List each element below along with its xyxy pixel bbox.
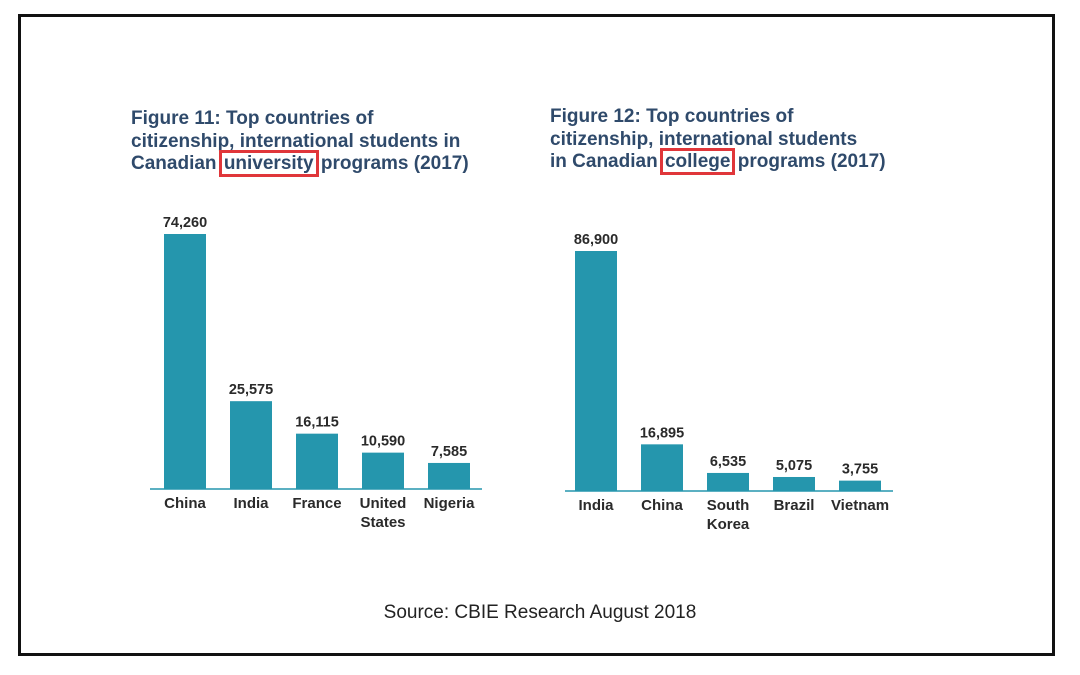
bar (296, 433, 338, 489)
category-label: United (360, 495, 407, 512)
data-label: 16,895 (640, 425, 684, 441)
chart-1-title-line-2: citizenship, international students in (131, 130, 461, 152)
category-label: Vietnam (831, 497, 889, 514)
data-label: 16,115 (295, 415, 339, 431)
bar (575, 251, 617, 491)
data-label: 7,585 (431, 444, 467, 460)
bar (707, 472, 749, 491)
data-label: 5,075 (776, 458, 812, 474)
category-label: China (641, 497, 683, 514)
chart-1-title-line-3: Canadian university programs (2017) (131, 150, 469, 177)
chart-1-plot: 74,260 China 25,575 India 16,115 France 10,590… (150, 215, 482, 531)
bar (641, 444, 683, 491)
bar (839, 480, 881, 491)
chart-1-title-suffix: programs (2017) (315, 153, 469, 174)
bar (362, 452, 404, 489)
category-label: South (707, 497, 750, 514)
category-label: India (578, 497, 614, 514)
chart-2-title: Figure 12: Top countries of citizenship,… (550, 106, 886, 175)
category-label: States (360, 514, 405, 531)
data-label: 25,575 (229, 382, 273, 398)
category-label: India (233, 495, 269, 512)
data-label: 6,535 (710, 454, 746, 470)
category-label: China (164, 495, 206, 512)
chart-1-highlight-box: university (218, 150, 319, 177)
category-label: Nigeria (424, 495, 476, 512)
data-label: 86,900 (574, 232, 618, 248)
chart-1-title: Figure 11: Top countries of citizenship,… (131, 108, 469, 177)
chart-2-title-line-2: citizenship, international students (550, 128, 858, 150)
source-note: Source: CBIE Research August 2018 (383, 602, 697, 623)
chart-1-title-line-1: Figure 11: Top countries of (131, 108, 374, 129)
chart-2-title-prefix: in Canadian (550, 151, 663, 172)
data-label: 10,590 (361, 434, 405, 450)
chart-2-plot: 86,900 India 16,895 China 6,535 South Korea 5,0… (565, 232, 893, 533)
chart-2-title-line-3: in Canadian college programs (2017) (550, 148, 886, 175)
bar (773, 476, 815, 491)
bar (230, 401, 272, 489)
category-label: France (292, 495, 341, 512)
chart-2-title-suffix: programs (2017) (732, 151, 886, 172)
chart-1-title-prefix: Canadian (131, 153, 222, 174)
category-label: Korea (707, 516, 750, 533)
data-label: 74,260 (163, 215, 207, 231)
bar (164, 234, 206, 489)
data-label: 3,755 (842, 462, 878, 478)
category-label: Brazil (774, 497, 815, 514)
bar (428, 462, 470, 489)
chart-2-title-line-1: Figure 12: Top countries of (550, 106, 794, 127)
chart-2-highlight-box: college (659, 148, 736, 175)
